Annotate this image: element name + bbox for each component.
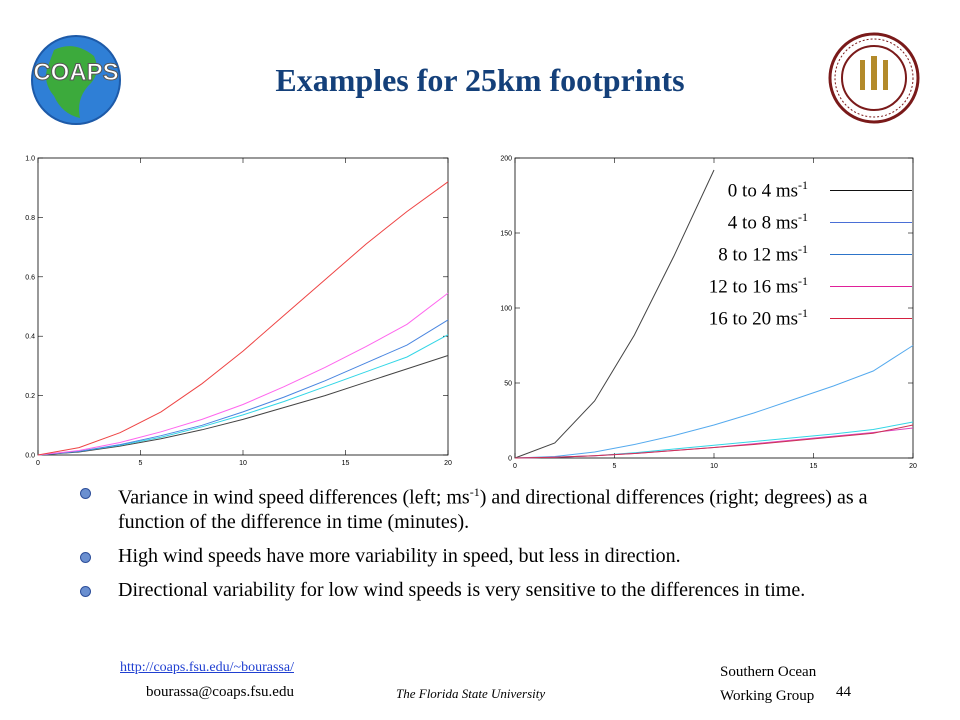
legend-label-superscript: -1 (798, 242, 808, 256)
legend-label-superscript: -1 (798, 178, 808, 192)
chart-legend: 0 to 4 ms-1 4 to 8 ms-1 8 to 12 ms-1 12 to … (640, 176, 920, 336)
legend-label-text: 8 to 12 ms (718, 244, 798, 266)
legend-label: 4 to 8 ms-1 (728, 210, 808, 234)
series-line-3 (514, 421, 914, 459)
x-tick-label: 0 (513, 463, 517, 470)
series-line-1 (37, 355, 449, 456)
bullet-text: Variance in wind speed differences (left… (118, 486, 470, 509)
bullet-text-continued: ) and directional differences (right; de… (118, 486, 868, 533)
y-tick-label: 0.8 (25, 215, 35, 222)
footer-working-group-line1: Southern Ocean (720, 664, 817, 680)
legend-label-text: 4 to 8 ms (727, 212, 798, 234)
legend-entry: 12 to 16 ms-1 (640, 272, 920, 304)
x-tick-label: 10 (710, 463, 718, 470)
y-tick-label: 150 (500, 231, 512, 238)
bullet-list: Variance in wind speed differences (left… (80, 480, 900, 612)
bullet-dot-icon (80, 488, 91, 499)
bullet-item: High wind speeds have more variability i… (80, 544, 900, 568)
y-tick-label: 0 (508, 456, 512, 463)
legend-label-text: 12 to 16 ms (708, 276, 798, 298)
fsu-seal (828, 32, 920, 124)
legend-line-swatch (830, 318, 912, 319)
x-tick-label: 5 (139, 460, 143, 467)
y-tick-label: 0.0 (25, 453, 35, 460)
y-tick-label: 0.4 (25, 334, 35, 341)
chart-left: 0 5 10 15 20 0.0 0.2 0.4 0.6 0.8 1.0 (25, 156, 452, 468)
legend-label: 12 to 16 ms-1 (709, 274, 808, 298)
bullet-text: High wind speeds have more variability i… (118, 544, 681, 567)
legend-line-swatch (830, 286, 912, 287)
footer-homepage-link[interactable]: http://coaps.fsu.edu/~bourassa/ (120, 660, 294, 675)
legend-line-swatch (830, 222, 912, 223)
footer-university: The Florida State University (396, 686, 546, 701)
footer-working-group: Southern Ocean Working Group (720, 660, 816, 708)
coaps-logo: COAPS (31, 35, 121, 125)
series-line-2 (37, 334, 449, 456)
plot-frame (37, 157, 449, 456)
legend-label-superscript: -1 (798, 210, 808, 224)
bullet-dot-icon (80, 585, 91, 597)
legend-entry: 4 to 8 ms-1 (640, 208, 920, 240)
footer-email: bourassa@coaps.fsu.edu (146, 684, 294, 700)
series-line-4 (37, 292, 449, 456)
slide-title: Examples for 25km footprints (275, 62, 685, 98)
series-line-5 (514, 424, 914, 459)
legend-label-superscript: -1 (798, 306, 808, 320)
y-tick-label: 100 (500, 306, 512, 313)
series-line-2 (514, 345, 914, 459)
legend-label-superscript: -1 (798, 274, 808, 288)
legend-label-text: 16 to 20 ms (708, 308, 798, 330)
legend-label: 16 to 20 ms-1 (709, 306, 808, 330)
x-tick-label: 0 (36, 460, 40, 467)
coaps-logo-text: COAPS (33, 59, 118, 86)
bullet-item: Directional variability for low wind spe… (80, 578, 900, 602)
bullet-dot-icon (80, 551, 91, 563)
legend-entry: 0 to 4 ms-1 (640, 176, 920, 208)
legend-line-swatch (830, 254, 912, 255)
x-tick-label: 5 (613, 463, 617, 470)
y-tick-label: 50 (504, 381, 512, 388)
y-tick-label: 1.0 (25, 156, 35, 163)
legend-entry: 16 to 20 ms-1 (640, 304, 920, 336)
legend-line-swatch (830, 190, 912, 191)
x-tick-label: 10 (239, 460, 247, 467)
x-tick-label: 15 (342, 460, 350, 467)
y-tick-label: 200 (500, 156, 512, 163)
series-line-5 (37, 181, 449, 456)
bullet-item: Variance in wind speed differences (left… (80, 480, 900, 534)
legend-label: 8 to 12 ms-1 (718, 242, 808, 266)
legend-entry: 8 to 12 ms-1 (640, 240, 920, 272)
bullet-superscript: -1 (469, 485, 480, 499)
x-tick-label: 20 (444, 460, 452, 467)
page-number: 44 (836, 684, 851, 700)
legend-label: 0 to 4 ms-1 (728, 178, 808, 202)
y-tick-label: 0.6 (25, 274, 35, 281)
series-line-3 (37, 319, 449, 456)
series-line-1 (514, 169, 715, 459)
legend-label-text: 0 to 4 ms (727, 180, 798, 202)
x-tick-label: 15 (810, 463, 818, 470)
footer-working-group-line2: Working Group (720, 688, 815, 704)
y-tick-label: 0.2 (25, 393, 35, 400)
bullet-text: Directional variability for low wind spe… (118, 578, 806, 601)
x-tick-label: 20 (909, 463, 917, 470)
